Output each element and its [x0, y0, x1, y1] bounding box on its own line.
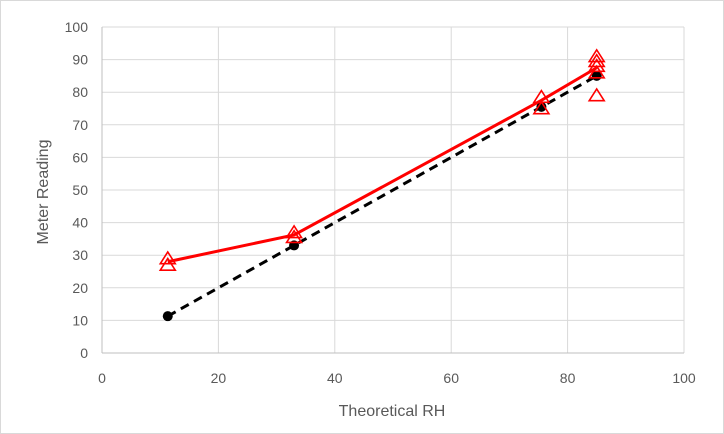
y-tick-label: 20 — [72, 280, 88, 296]
y-tick-label: 70 — [72, 117, 88, 133]
series-1 — [158, 48, 606, 271]
y-axis-title: Meter Reading — [35, 140, 52, 245]
x-tick-label: 80 — [560, 370, 576, 386]
data-point-triangle — [532, 89, 551, 104]
y-tick-label: 40 — [72, 215, 88, 231]
axes — [101, 27, 684, 354]
x-axis-title: Theoretical RH — [339, 403, 446, 420]
data-point-triangle — [587, 48, 606, 63]
series-group — [158, 48, 606, 322]
data-point-circle — [162, 311, 173, 322]
y-tick-label: 0 — [80, 345, 88, 361]
grid-lines — [102, 26, 685, 353]
x-tick-label: 0 — [98, 370, 106, 386]
x-tick-label: 20 — [211, 370, 227, 386]
data-point-triangle — [587, 58, 606, 73]
data-point-triangle — [285, 229, 304, 244]
data-point-triangle — [532, 100, 551, 115]
data-point-triangle — [587, 87, 606, 102]
y-tick-label: 80 — [72, 84, 88, 100]
y-tick-label: 90 — [72, 52, 88, 68]
y-tick-label: 60 — [72, 149, 88, 165]
data-point-triangle — [158, 250, 177, 265]
series-0 — [162, 70, 602, 322]
y-tick-label: 10 — [72, 312, 88, 328]
data-point-circle — [536, 101, 547, 112]
tick-labels: 0 10 20 30 40 50 60 70 80 90 100 0 20 40 60 80 100 — [65, 19, 696, 386]
x-tick-label: 60 — [443, 370, 459, 386]
y-tick-label: 30 — [72, 247, 88, 263]
x-tick-label: 40 — [327, 370, 343, 386]
solid-series-line — [167, 66, 598, 264]
y-tick-label: 100 — [65, 19, 89, 35]
y-tick-label: 50 — [72, 182, 88, 198]
data-point-triangle — [285, 224, 304, 239]
x-tick-label: 100 — [672, 370, 696, 386]
data-point-triangle — [587, 53, 606, 68]
dashed-series-line — [167, 74, 598, 318]
